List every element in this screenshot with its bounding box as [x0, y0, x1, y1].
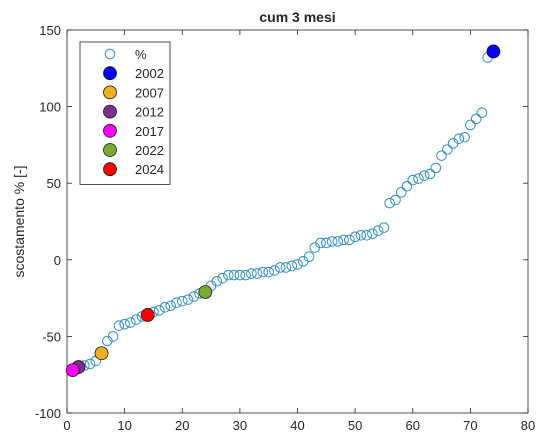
highlight-point-2002: [486, 44, 501, 59]
data-point: [349, 231, 361, 243]
data-point: [321, 237, 332, 249]
data-point: [234, 269, 246, 281]
data-point: [246, 268, 257, 279]
legend-label: 2012: [135, 105, 164, 120]
data-point: [107, 331, 119, 342]
data-point: [269, 265, 280, 276]
data-point: [436, 150, 447, 161]
x-tick-label: 50: [348, 418, 362, 433]
data-point: [84, 358, 96, 370]
data-point: [413, 173, 424, 184]
x-tick-label: 30: [233, 418, 247, 433]
data-point: [418, 170, 430, 181]
data-point: [223, 269, 234, 281]
data-point: [211, 275, 223, 287]
chart-title: cum 3 mesi: [259, 9, 335, 25]
data-point: [401, 180, 413, 192]
y-tick-label: 150: [39, 23, 61, 38]
data-point: [326, 236, 338, 247]
data-point: [459, 131, 470, 143]
data-point: [240, 269, 251, 281]
data-point: [159, 301, 171, 313]
highlight-point-2007: [94, 346, 109, 361]
data-point: [274, 262, 286, 273]
x-tick-label: 70: [463, 418, 477, 433]
highlight-point-2022: [198, 285, 213, 299]
legend-marker-2002: [103, 66, 117, 81]
data-point: [280, 262, 292, 273]
data-point: [407, 174, 419, 186]
legend-label: 2022: [135, 143, 164, 158]
data-point: [303, 251, 315, 263]
data-point: [338, 234, 349, 246]
x-tick-label: 0: [63, 418, 70, 433]
data-point: [355, 229, 367, 241]
y-tick-label: 0: [54, 253, 61, 268]
data-point: [453, 133, 465, 145]
data-point: [361, 229, 372, 241]
data-point: [367, 228, 378, 240]
data-point: [442, 144, 453, 155]
y-tick-label: -100: [35, 406, 61, 421]
data-point: [372, 225, 384, 236]
legend-label: 2017: [135, 124, 164, 139]
x-tick-label: 80: [521, 418, 535, 433]
legend-label: 2024: [135, 162, 164, 177]
legend-label: 2002: [135, 66, 164, 81]
data-point: [395, 187, 407, 198]
data-point: [257, 266, 269, 278]
data-point: [171, 297, 182, 308]
highlight-point-2024: [140, 308, 155, 322]
data-point: [176, 295, 188, 307]
data-point: [470, 113, 482, 125]
data-point: [113, 320, 125, 331]
data-point: [390, 194, 401, 206]
data-point: [384, 197, 396, 209]
data-points: [65, 44, 501, 378]
data-point: [465, 119, 476, 131]
data-point: [315, 237, 326, 249]
data-point: [130, 314, 142, 325]
legend-marker-2024: [103, 162, 117, 177]
highlight-point-2017: [65, 363, 80, 378]
data-point: [332, 236, 344, 247]
legend-marker-percent: [104, 48, 116, 60]
y-axis-label: scostamento % [-]: [11, 165, 27, 277]
legend-marker-2007: [103, 85, 117, 100]
data-point: [188, 291, 200, 302]
data-point: [424, 168, 436, 180]
legend-marker-2022: [103, 143, 117, 157]
x-tick-label: 60: [406, 418, 420, 433]
data-point: [263, 266, 274, 278]
legend: % 2002 2007 2012 2017 2022 2024: [79, 41, 171, 185]
y-tick-label: 100: [39, 100, 61, 115]
data-point: [430, 162, 442, 174]
data-point: [344, 234, 355, 246]
data-point: [378, 222, 390, 233]
data-point: [119, 318, 130, 330]
x-tick-label: 10: [117, 418, 131, 433]
y-tick-label: -50: [42, 329, 61, 344]
data-point: [476, 107, 488, 119]
y-tick-label: 50: [47, 176, 61, 191]
data-point: [165, 300, 177, 312]
legend-marker-2012: [103, 104, 117, 119]
data-point: [292, 259, 303, 270]
data-point: [125, 317, 136, 328]
data-point: [153, 305, 165, 316]
legend-marker-2017: [103, 123, 117, 138]
data-point: [217, 272, 228, 284]
legend-label: %: [135, 47, 147, 62]
data-point: [286, 260, 298, 272]
x-tick-label: 40: [290, 418, 304, 433]
legend-box: [79, 41, 171, 185]
data-point: [228, 269, 240, 281]
data-point: [251, 268, 263, 279]
data-point: [182, 294, 194, 305]
legend-label: 2007: [135, 85, 164, 100]
x-tick-label: 20: [175, 418, 189, 433]
